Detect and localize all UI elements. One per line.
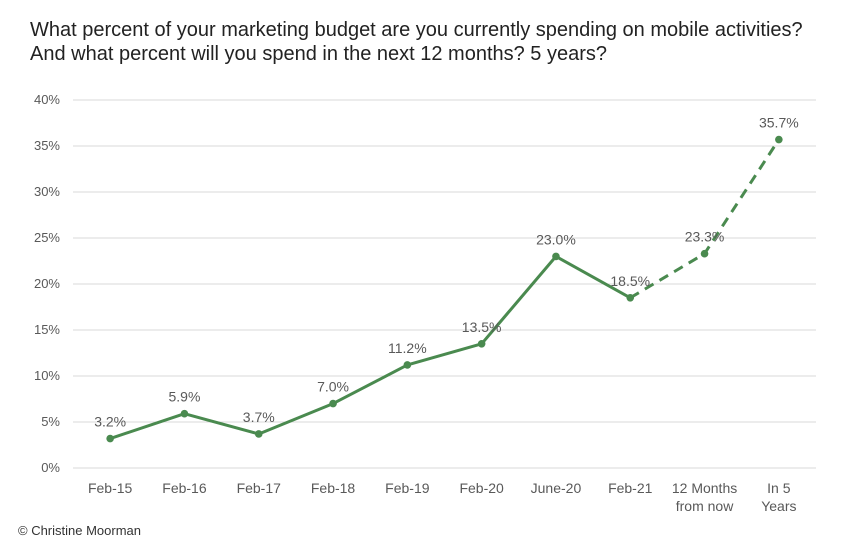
- data-point: [626, 294, 635, 302]
- data-point: [775, 135, 783, 144]
- x-tick-label: In 5 Years: [761, 480, 796, 514]
- y-tick-label: 30%: [34, 184, 60, 199]
- data-points: [106, 135, 783, 443]
- data-point: [254, 430, 263, 438]
- y-tick-label: 25%: [34, 230, 60, 245]
- data-label: 35.7%: [759, 115, 799, 131]
- data-point: [329, 399, 337, 408]
- x-tick-label: Feb-15: [88, 480, 133, 496]
- data-label: 5.9%: [168, 389, 200, 405]
- x-axis-ticks: Feb-15 Feb-16 Feb-17 Feb-18 Feb-19 Feb-20 June…: [88, 480, 797, 514]
- data-label: 11.2%: [388, 340, 427, 356]
- data-point: [700, 249, 709, 258]
- y-tick-label: 20%: [34, 276, 60, 291]
- data-point: [106, 434, 114, 443]
- data-label: 7.0%: [317, 379, 349, 395]
- chart-title-line-2: And what percent will you spend in the n…: [30, 43, 608, 65]
- copyright-credit: © Christine Moorman: [18, 523, 142, 538]
- data-label: 13.5%: [462, 319, 502, 335]
- series-line-projected: [629, 138, 781, 300]
- x-tick-label: June-20: [531, 480, 582, 496]
- data-labels: 3.2% 5.9% 3.7% 7.0% 11.2% 13.5% 23.0% 18.5% 23.3…: [94, 115, 799, 430]
- data-point: [403, 361, 412, 369]
- data-point: [552, 252, 560, 261]
- series-lines: [109, 138, 781, 440]
- x-tick-label: 12 Months from now: [672, 480, 737, 514]
- chart-title: What percent of your marketing budget ar…: [30, 18, 840, 66]
- data-label: 23.0%: [536, 231, 576, 247]
- x-tick-label: Feb-18: [311, 480, 356, 496]
- y-tick-label: 5%: [41, 414, 60, 429]
- x-tick-label: Feb-17: [237, 480, 282, 496]
- y-tick-label: 0%: [41, 460, 60, 475]
- data-label: 23.3%: [685, 229, 725, 245]
- y-tick-label: 10%: [34, 368, 60, 383]
- y-tick-label: 35%: [34, 138, 60, 153]
- y-tick-label: 40%: [34, 92, 60, 107]
- data-point: [477, 340, 486, 348]
- data-label: 18.5%: [610, 273, 650, 289]
- x-tick-label: Feb-19: [385, 480, 430, 496]
- x-tick-label: Feb-20: [459, 480, 504, 496]
- x-tick-label: Feb-21: [608, 480, 653, 496]
- data-label: 3.7%: [243, 409, 275, 425]
- data-point: [180, 409, 189, 418]
- y-tick-label: 15%: [34, 322, 60, 337]
- chart-title-line-1: What percent of your marketing budget ar…: [30, 19, 803, 41]
- series-line-actual: [109, 254, 631, 440]
- data-label: 3.2%: [94, 414, 126, 430]
- x-tick-label: Feb-16: [162, 480, 207, 496]
- grid-lines: [73, 99, 816, 469]
- y-axis-ticks: 0% 5% 10% 15% 20% 25% 30% 35% 40%: [34, 92, 60, 475]
